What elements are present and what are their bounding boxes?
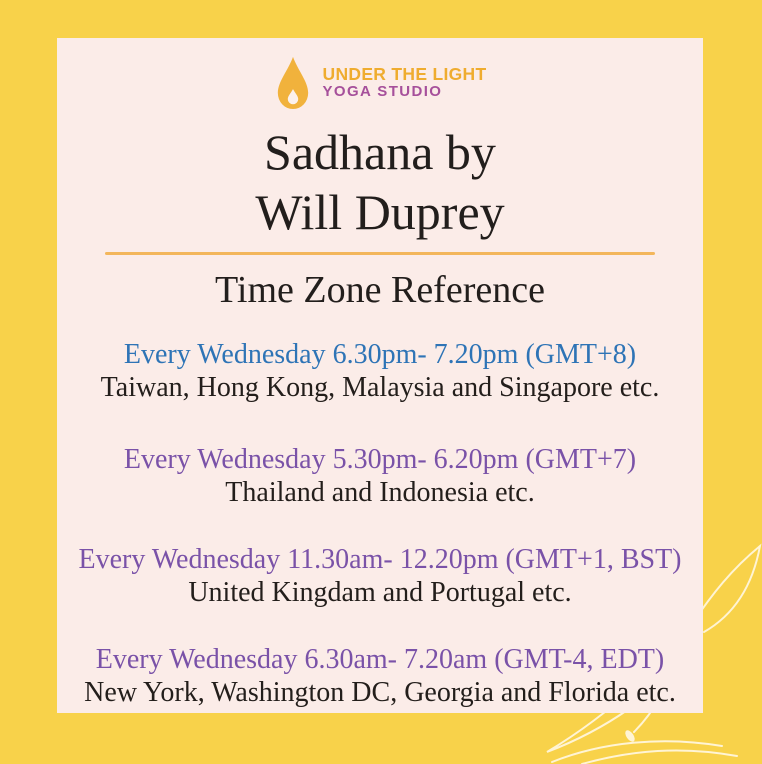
flame-drop-shape [277,56,308,110]
logo-text-block: UNDER THE LIGHT YOGA STUDIO [323,65,487,99]
title-line2: Will Duprey [255,184,505,240]
poster-title: Sadhana by Will Duprey [57,122,703,242]
timezone-regions: New York, Washington DC, Georgia and Flo… [84,677,676,708]
section-heading: Time Zone Reference [215,269,545,311]
timezone-schedule: Every Wednesday 5.30pm- 6.20pm (GMT+7) [123,444,637,475]
timezone-schedule: Every Wednesday 6.30pm- 7.20pm (GMT+8) [123,339,637,370]
timezone-entry-gmt7: Every Wednesday 5.30pm- 6.20pm (GMT+7) T… [57,443,703,509]
flame-drop-icon [277,56,308,110]
studio-logo: UNDER THE LIGHT YOGA STUDIO [57,55,703,110]
logo-studio-name: UNDER THE LIGHT [322,64,487,85]
divider-line [105,252,655,255]
title-line1: Sadhana by [264,124,496,180]
timezone-regions: Thailand and Indonesia etc. [225,477,535,508]
timezone-schedule: Every Wednesday 6.30am- 7.20am (GMT-4, E… [95,644,665,675]
inner-drop-shape [287,89,298,105]
timezone-regions: United Kingdam and Portugal etc. [188,577,572,608]
timezone-entry-gmt1-bst: Every Wednesday 11.30am- 12.20pm (GMT+1,… [57,543,703,609]
timezone-schedule: Every Wednesday 11.30am- 12.20pm (GMT+1,… [78,544,682,575]
timezone-entry-gmt-4-edt: Every Wednesday 6.30am- 7.20am (GMT-4, E… [57,643,703,709]
poster-card: UNDER THE LIGHT YOGA STUDIO Sadhana by W… [57,38,703,713]
timezone-regions: Taiwan, Hong Kong, Malaysia and Singapor… [100,372,660,403]
logo-studio-type: YOGA STUDIO [322,82,443,100]
timezone-entry-gmt8: Every Wednesday 6.30pm- 7.20pm (GMT+8) T… [57,338,703,404]
